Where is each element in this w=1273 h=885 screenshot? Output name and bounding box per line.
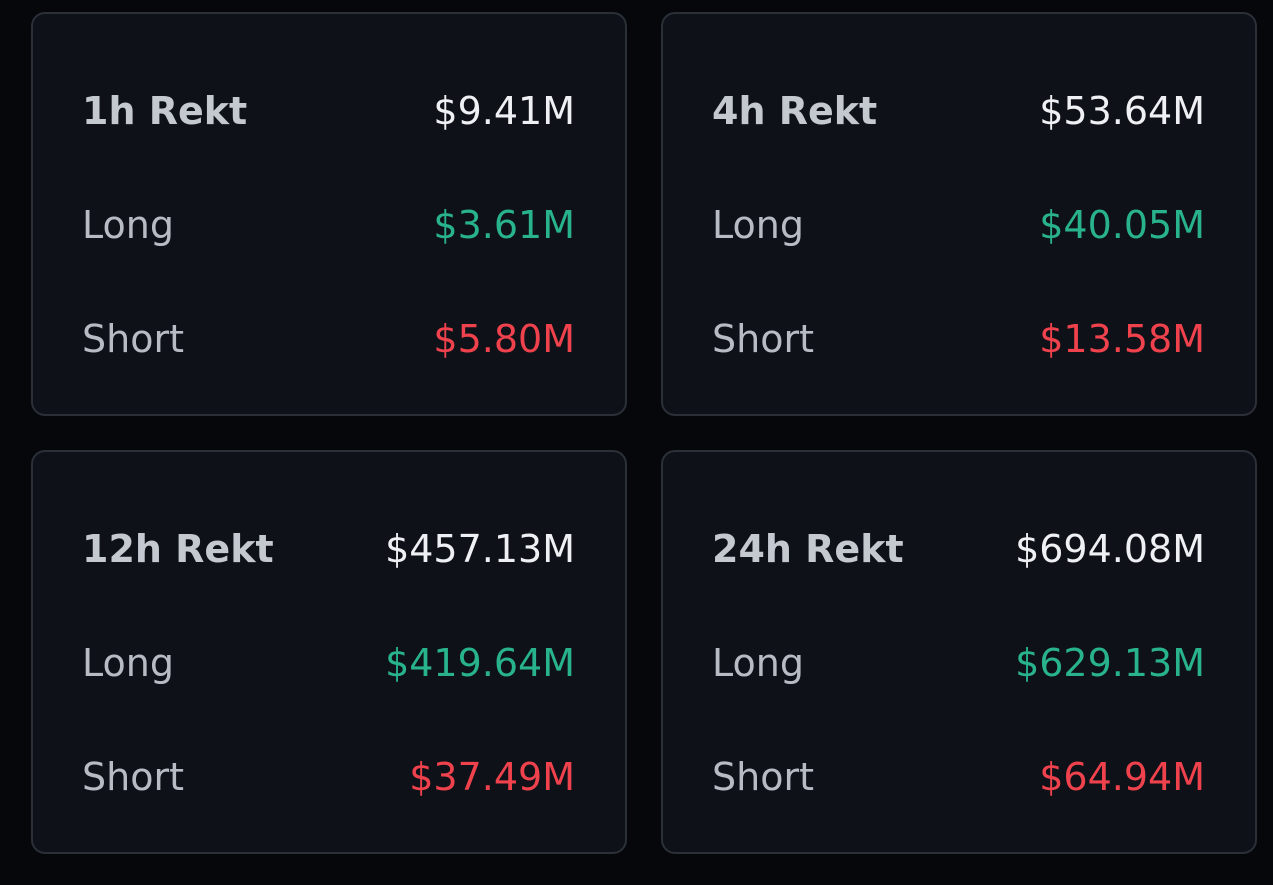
- short-value: $5.80M: [433, 317, 575, 361]
- card-title: 12h Rekt: [82, 527, 274, 571]
- short-label: Short: [82, 317, 184, 361]
- total-value: $53.64M: [1039, 89, 1205, 133]
- long-row: Long $419.64M: [82, 638, 575, 688]
- short-row: Short $5.80M: [82, 314, 575, 364]
- card-title: 24h Rekt: [712, 527, 904, 571]
- rekt-card-1h: 1h Rekt $9.41M Long $3.61M Short $5.80M: [31, 12, 627, 416]
- rekt-card-12h: 12h Rekt $457.13M Long $419.64M Short $3…: [31, 450, 627, 854]
- short-value: $37.49M: [409, 755, 575, 799]
- long-label: Long: [82, 641, 174, 685]
- long-label: Long: [82, 203, 174, 247]
- rekt-card-24h: 24h Rekt $694.08M Long $629.13M Short $6…: [661, 450, 1257, 854]
- long-value: $40.05M: [1039, 203, 1205, 247]
- total-value: $694.08M: [1015, 527, 1205, 571]
- long-row: Long $3.61M: [82, 200, 575, 250]
- long-row: Long $40.05M: [712, 200, 1205, 250]
- short-label: Short: [712, 755, 814, 799]
- total-row: 1h Rekt $9.41M: [82, 86, 575, 136]
- card-title: 4h Rekt: [712, 89, 878, 133]
- total-row: 4h Rekt $53.64M: [712, 86, 1205, 136]
- short-row: Short $64.94M: [712, 752, 1205, 802]
- short-value: $13.58M: [1039, 317, 1205, 361]
- long-label: Long: [712, 641, 804, 685]
- card-title: 1h Rekt: [82, 89, 248, 133]
- total-value: $9.41M: [433, 89, 575, 133]
- long-value: $3.61M: [433, 203, 575, 247]
- long-label: Long: [712, 203, 804, 247]
- short-row: Short $37.49M: [82, 752, 575, 802]
- total-row: 12h Rekt $457.13M: [82, 524, 575, 574]
- short-label: Short: [712, 317, 814, 361]
- total-row: 24h Rekt $694.08M: [712, 524, 1205, 574]
- long-value: $629.13M: [1015, 641, 1205, 685]
- total-value: $457.13M: [385, 527, 575, 571]
- long-row: Long $629.13M: [712, 638, 1205, 688]
- long-value: $419.64M: [385, 641, 575, 685]
- rekt-card-4h: 4h Rekt $53.64M Long $40.05M Short $13.5…: [661, 12, 1257, 416]
- short-label: Short: [82, 755, 184, 799]
- short-row: Short $13.58M: [712, 314, 1205, 364]
- short-value: $64.94M: [1039, 755, 1205, 799]
